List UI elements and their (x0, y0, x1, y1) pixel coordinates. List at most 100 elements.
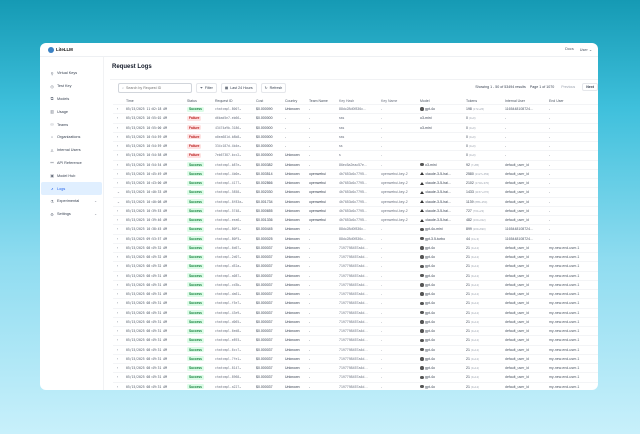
table-row[interactable]: › 05/15/2025 10:55:02 AM Failure d6bad5e7-e… (113, 114, 598, 124)
time-range-button[interactable]: ▦ Last 24 Hours (220, 82, 257, 93)
table-row[interactable]: › 05/15/2025 10:54:59 AM Failure 334c187d-4… (113, 142, 598, 152)
chevron-right-icon[interactable]: › (117, 134, 119, 139)
table-row[interactable]: › 05/15/2025 08:49:31 AM Success chatcmpl-f… (113, 299, 598, 309)
table-row[interactable]: › 05/15/2025 10:39:46 AM Success chatcmpl-e… (113, 216, 598, 226)
previous-button[interactable]: Previous (561, 85, 576, 89)
table-row[interactable]: › 05/15/2025 08:49:31 AM Success chatcmpl-6… (113, 346, 598, 355)
table-row[interactable]: › 05/15/2025 10:54:58 AM Failure 7eb67387-b… (113, 151, 598, 161)
table-row[interactable]: ⌄ 05/15/2025 10:40:33 AM Success chatcmpl-5… (113, 188, 598, 198)
table-row[interactable]: › 05/15/2025 08:49:31 AM Success chatcmpl-8… (113, 364, 598, 374)
user-menu[interactable]: User ⌄ (580, 47, 592, 52)
chevron-right-icon[interactable]: › (117, 162, 119, 167)
sidebar-item-test-key[interactable]: ◎ Test Key (41, 80, 102, 93)
sidebar-item-virtual-keys[interactable]: ⚲ Virtual Keys (41, 67, 102, 80)
chevron-right-icon[interactable]: › (117, 181, 119, 186)
chevron-right-icon[interactable]: › (117, 116, 119, 121)
chevron-right-icon[interactable]: › (117, 264, 119, 269)
sidebar-item-models[interactable]: ⧉ Models (41, 93, 102, 106)
filter-button[interactable]: ⏷ Filter (196, 82, 217, 93)
chevron-right-icon[interactable]: › (117, 356, 119, 361)
model-name: o3-mini (425, 162, 437, 167)
chevron-down-icon[interactable]: ⌄ (117, 199, 120, 204)
table-row[interactable]: › 05/15/2025 08:49:31 AM Success chatcmpl-d… (113, 290, 598, 300)
table-row[interactable]: › 05/15/2025 08:49:31 AM Success chatcmpl-e… (113, 336, 598, 346)
table-row[interactable]: › 05/15/2025 10:43:00 AM Success chatcmpl-4… (113, 179, 598, 189)
tokens-breakdown: (9+12) (470, 347, 480, 352)
table-row[interactable]: › 05/15/2025 08:49:31 AM Success chatcmpl-6… (113, 327, 598, 337)
chevron-right-icon[interactable]: › (117, 245, 119, 250)
page-indicator: Page 1 of 1070 (529, 85, 555, 89)
table-row[interactable]: › 05/15/2025 08:49:31 AM Success chatcmpl-4… (113, 309, 598, 318)
table-row[interactable]: › 05/15/2025 08:49:31 AM Success chatcmpl-a… (113, 383, 598, 391)
chevron-right-icon[interactable]: › (117, 273, 119, 278)
sidebar-item-api-reference[interactable]: ⚯ API Reference (41, 157, 102, 170)
table-row[interactable]: › 05/15/2025 10:54:59 AM Failure a0ea681d-b… (113, 133, 598, 142)
table-row[interactable]: › 05/15/2025 08:49:32 AM Success chatcmpl-6… (113, 244, 598, 253)
chevron-right-icon[interactable]: › (117, 107, 119, 112)
chevron-right-icon[interactable]: › (117, 144, 119, 149)
chevron-right-icon[interactable]: › (117, 384, 119, 389)
sidebar-item-label: Test Key (57, 84, 72, 89)
sidebar-item-model-hub[interactable]: ▣ Model Hub (41, 169, 102, 182)
table-row[interactable]: › 05/15/2025 08:49:31 AM Success chatcmpl-c… (113, 281, 598, 290)
chevron-right-icon[interactable]: › (117, 366, 119, 371)
cell-key-name: - (381, 144, 383, 149)
table-row[interactable]: › 05/15/2025 08:49:31 AM Success chatcmpl-8… (113, 373, 598, 383)
next-button[interactable]: Next (582, 83, 598, 91)
table-row[interactable]: › 05/15/2025 10:38:45 AM Success chatcmpl-B… (113, 225, 598, 235)
sidebar-item-organizations[interactable]: ⌂ Organizations (41, 131, 102, 144)
tokens-total: 21 (466, 319, 470, 324)
chevron-right-icon[interactable]: › (117, 153, 119, 158)
cell-request-id: chatcmpl-B007… (215, 107, 242, 112)
table-row[interactable]: › 05/15/2025 08:49:31 AM Success chatcmpl-a… (113, 272, 598, 281)
search-box[interactable]: ⌕ (118, 82, 192, 93)
cell-time: 05/15/2025 10:54:58 AM (126, 153, 167, 158)
cell-internal-user: - (505, 153, 507, 158)
table-row[interactable]: › 05/15/2025 10:39:53 AM Success chatcmpl-5… (113, 207, 598, 216)
chevron-right-icon[interactable]: › (117, 375, 119, 380)
tokens-total: 0 (466, 116, 468, 121)
table-row[interactable]: ⌄ 05/15/2025 10:40:08 AM Success chatcmpl-8… (113, 198, 598, 207)
chevron-right-icon[interactable]: › (117, 218, 119, 223)
table-row[interactable]: › 05/15/2025 10:54:54 AM Success chatcmpl-b… (113, 161, 598, 170)
search-input[interactable] (126, 85, 187, 90)
chevron-right-icon[interactable]: › (117, 255, 119, 260)
refresh-button[interactable]: ↻ Refresh (260, 82, 287, 93)
chevron-right-icon[interactable]: › (117, 236, 119, 241)
chevron-right-icon[interactable]: › (117, 125, 119, 130)
logo[interactable]: LiteLLM (48, 46, 73, 53)
cell-model: gpt-4o (420, 357, 466, 361)
sidebar-item-settings[interactable]: ⚙ Settings ⌄ (41, 208, 102, 221)
table-row[interactable]: › 05/15/2025 09:53:57 AM Success chatcmpl-B… (113, 235, 598, 244)
sidebar-item-logs[interactable]: ⩘ Logs (41, 182, 102, 195)
chevron-right-icon[interactable]: › (117, 338, 119, 343)
chevron-right-icon[interactable]: › (117, 208, 119, 213)
chevron-right-icon[interactable]: › (117, 319, 119, 324)
cell-internal-user: default_user_id (505, 338, 529, 343)
chevron-right-icon[interactable]: › (117, 292, 119, 297)
table-row[interactable]: › 05/15/2025 08:49:31 AM Success chatcmpl-d… (113, 318, 598, 327)
table-row[interactable]: › 05/15/2025 11:02:18 AM Success chatcmpl-B… (113, 105, 598, 115)
table-row[interactable]: › 05/15/2025 08:49:32 AM Success chatcmpl-2… (113, 253, 598, 263)
chevron-down-icon[interactable]: ⌄ (117, 190, 120, 195)
chevron-right-icon[interactable]: › (117, 171, 119, 176)
tokens-breakdown: (9+12) (470, 375, 480, 380)
cell-key-hash: 7197798457a4d… (339, 255, 368, 260)
docs-link[interactable]: Docs (565, 47, 574, 51)
sidebar-item-internal-users[interactable]: ♙ Internal Users (41, 144, 102, 157)
cell-key-name: - (381, 116, 383, 121)
table-row[interactable]: › 05/15/2025 10:55:00 AM Failure 43474a9b-3… (113, 124, 598, 133)
chevron-right-icon[interactable]: › (117, 329, 119, 334)
chevron-right-icon[interactable]: › (117, 282, 119, 287)
sidebar-item-experimental[interactable]: ⚗ Experimental ⌄ (41, 195, 102, 208)
chevron-right-icon[interactable]: › (117, 301, 119, 306)
table-row[interactable]: › 05/15/2025 08:49:31 AM Success chatcmpl-7… (113, 355, 598, 364)
chevron-right-icon[interactable]: › (117, 347, 119, 352)
sidebar-item-teams[interactable]: ⚇ Teams (41, 118, 102, 131)
chevron-right-icon[interactable]: › (117, 310, 119, 315)
chevron-right-icon[interactable]: › (117, 227, 119, 232)
table-row[interactable]: › 05/15/2025 08:49:32 AM Success chatcmpl-d… (113, 262, 598, 272)
cell-cost: $0.000037 (256, 310, 273, 315)
sidebar-item-usage[interactable]: ▥ Usage (41, 105, 102, 118)
table-row[interactable]: › 05/15/2025 10:45:49 AM Success chatcmpl-4… (113, 170, 598, 179)
